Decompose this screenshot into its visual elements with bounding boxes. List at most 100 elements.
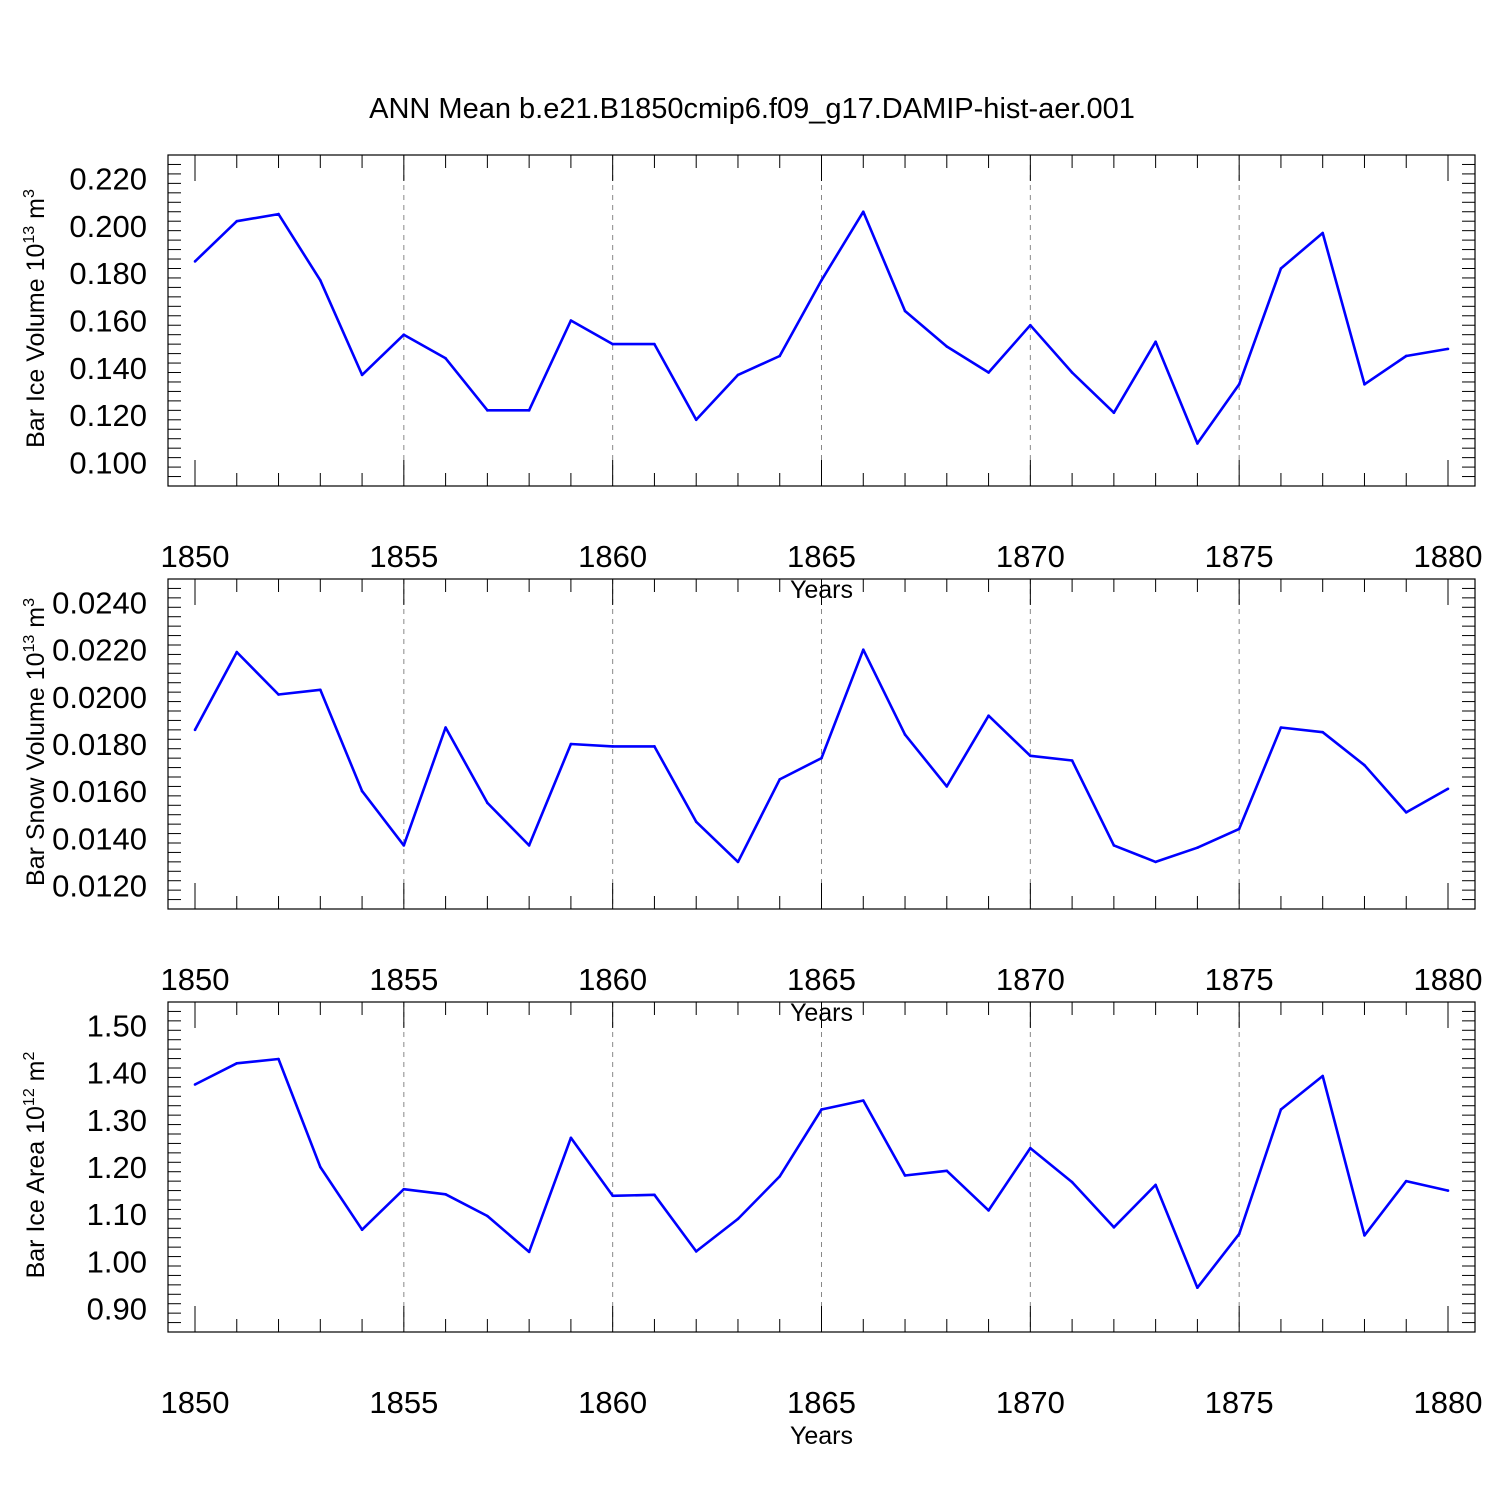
x-tick-label: 1875 (1205, 962, 1274, 997)
y-tick-label: 1.30 (87, 1103, 147, 1138)
x-tick-label: 1855 (369, 539, 438, 574)
data-point (694, 418, 698, 422)
data-point (778, 354, 782, 358)
data-point (611, 745, 614, 748)
x-tick-label: 1875 (1205, 1385, 1274, 1420)
data-point (527, 409, 531, 412)
data-point (1404, 354, 1408, 358)
data-point (820, 279, 823, 282)
data-point (945, 785, 949, 788)
data-point (1446, 787, 1450, 791)
chart-panel-1: 0.100 0.120 0.140 0.160 0.180 0.200 0.220 1850 1… (21, 154, 1482, 604)
x-tick-label: 1860 (578, 1385, 647, 1420)
y-tick-label: 0.160 (69, 304, 147, 339)
y-axis-title: Bar Ice Volume 1013 m3 (21, 189, 50, 448)
y-tick-label: 0.140 (69, 351, 147, 386)
y-tick-label: 1.50 (87, 1009, 147, 1044)
data-point (736, 373, 740, 377)
y-tick-label: 0.0140 (52, 821, 147, 856)
data-point (778, 1175, 782, 1178)
x-tick-label: 1880 (1414, 1385, 1483, 1420)
data-point (653, 745, 656, 748)
data-point (444, 726, 447, 729)
data-point (193, 260, 197, 263)
data-point (1154, 340, 1157, 344)
data-point (653, 342, 656, 346)
y-tick-label: 1.40 (87, 1056, 147, 1091)
data-point (193, 1083, 197, 1086)
y-tick-label: 0.220 (69, 162, 147, 197)
data-point (527, 1250, 531, 1254)
data-point (1196, 846, 1199, 850)
y-tick-label: 0.0240 (52, 586, 147, 621)
x-tick-label: 1855 (369, 1385, 438, 1420)
data-point (569, 319, 573, 322)
data-point (1070, 1180, 1074, 1184)
data-point (235, 1061, 239, 1065)
data-point (1029, 323, 1032, 327)
data-point (1112, 844, 1116, 847)
data-point (402, 1187, 406, 1191)
data-point (903, 309, 907, 313)
data-point (1112, 411, 1116, 415)
y-tick-label: 1.20 (87, 1150, 147, 1185)
data-point (903, 733, 907, 736)
data-point (945, 345, 949, 348)
data-point (987, 714, 990, 718)
data-point (360, 373, 364, 377)
data-point (694, 820, 698, 824)
data-point (820, 1108, 823, 1111)
data-point (277, 1057, 280, 1061)
data-point (402, 333, 406, 336)
data-point (1029, 1146, 1032, 1150)
data-point (653, 1193, 656, 1197)
data-point (569, 742, 573, 746)
chart-panel-3: 0.90 1.00 1.10 1.20 1.30 1.40 1.50 1850 1855 1860… (21, 1001, 1483, 1450)
data-point (569, 1136, 573, 1140)
x-tick-label: 1850 (161, 962, 230, 997)
chart-panels: 0.100 0.120 0.140 0.160 0.180 0.200 0.220 1850 1… (21, 154, 1483, 1450)
data-point (945, 1169, 949, 1173)
data-point (193, 728, 197, 732)
data-point (1321, 231, 1324, 235)
data-point (1363, 383, 1366, 386)
data-point (319, 279, 322, 282)
x-tick-label: 1855 (369, 962, 438, 997)
x-tick-label: 1850 (161, 1385, 230, 1420)
data-point (319, 1165, 322, 1169)
x-tick-label: 1870 (996, 962, 1065, 997)
y-tick-label: 0.0220 (52, 633, 147, 668)
data-point (861, 210, 865, 214)
y-tick-label: 0.0180 (52, 727, 147, 762)
data-point (861, 648, 865, 652)
data-point (1237, 827, 1241, 831)
x-tick-label: 1870 (996, 1385, 1065, 1420)
data-point (694, 1250, 698, 1253)
data-point (1446, 1189, 1450, 1192)
data-point (1279, 726, 1283, 729)
data-point (402, 844, 406, 847)
data-point (1070, 759, 1074, 762)
x-tick-label: 1865 (787, 539, 856, 574)
x-axis-title: Years (790, 1422, 853, 1450)
data-point (1237, 383, 1241, 386)
data-point (1363, 1234, 1366, 1237)
data-point (486, 1214, 489, 1218)
data-point (319, 688, 322, 692)
data-point (1154, 860, 1157, 864)
data-point (1112, 1226, 1116, 1229)
data-point (235, 650, 239, 654)
data-point (1070, 371, 1074, 374)
data-point (527, 844, 531, 847)
y-tick-label: 1.00 (87, 1244, 147, 1279)
data-point (778, 778, 782, 781)
y-axis-title: Bar Ice Area 1012 m2 (21, 1052, 50, 1279)
data-point (1154, 1183, 1157, 1187)
data-point (1196, 1286, 1199, 1289)
data-point (444, 1193, 447, 1196)
y-tick-label: 0.180 (69, 256, 147, 291)
chart-panel-2: 0.0120 0.0140 0.0160 0.0180 0.0200 0.0220 0.02… (21, 578, 1482, 1027)
data-point (1404, 1179, 1408, 1183)
data-point (1279, 267, 1283, 270)
